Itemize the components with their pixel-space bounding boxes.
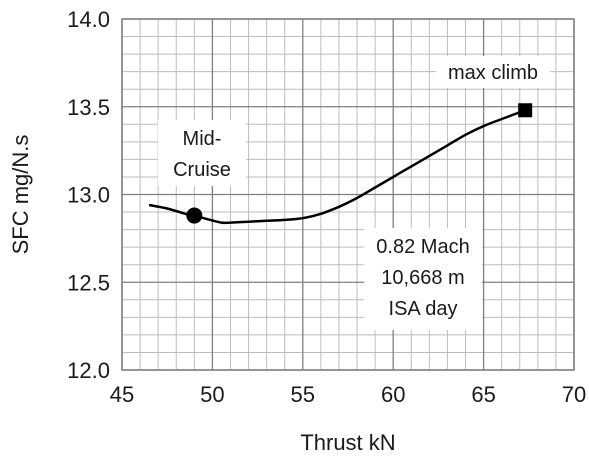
mid-cruise-label: Mid- Cruise bbox=[158, 120, 246, 186]
mid-cruise-label-line: Cruise bbox=[173, 159, 231, 181]
y-tick-label: 13.5 bbox=[67, 95, 110, 120]
x-axis-title: Thrust kN bbox=[300, 430, 395, 455]
y-tick-labels: 12.0 12.5 13.0 13.5 14.0 bbox=[67, 7, 110, 383]
max-climb-label-text: max climb bbox=[448, 62, 538, 84]
plot-frame bbox=[121, 18, 575, 371]
x-tick-label: 55 bbox=[291, 382, 315, 407]
y-tick-label: 12.5 bbox=[67, 270, 110, 295]
y-tick-label: 13.0 bbox=[67, 183, 110, 208]
sfc-curve bbox=[148, 109, 526, 225]
y-axis-title: SFC mg/N.s bbox=[8, 135, 33, 255]
x-tick-label: 45 bbox=[110, 382, 134, 407]
mid-cruise-marker bbox=[186, 207, 203, 224]
annotation-line: 0.82 Mach bbox=[376, 236, 469, 258]
condition-annotation: 0.82 Mach 10,668 m ISA day bbox=[364, 228, 482, 330]
y-tick-label: 12.0 bbox=[67, 358, 110, 383]
y-tick-label: 14.0 bbox=[67, 7, 110, 32]
x-tick-label: 60 bbox=[381, 382, 405, 407]
max-climb-marker bbox=[518, 103, 533, 118]
x-tick-labels: 45 50 55 60 65 70 bbox=[110, 382, 586, 407]
annotation-line: 10,668 m bbox=[381, 267, 464, 289]
max-climb-label: max climb bbox=[436, 56, 550, 88]
annotation-line: ISA day bbox=[389, 298, 458, 320]
mid-cruise-label-line: Mid- bbox=[183, 128, 222, 150]
x-tick-label: 65 bbox=[471, 382, 495, 407]
x-tick-label: 70 bbox=[562, 382, 586, 407]
x-tick-label: 50 bbox=[200, 382, 224, 407]
